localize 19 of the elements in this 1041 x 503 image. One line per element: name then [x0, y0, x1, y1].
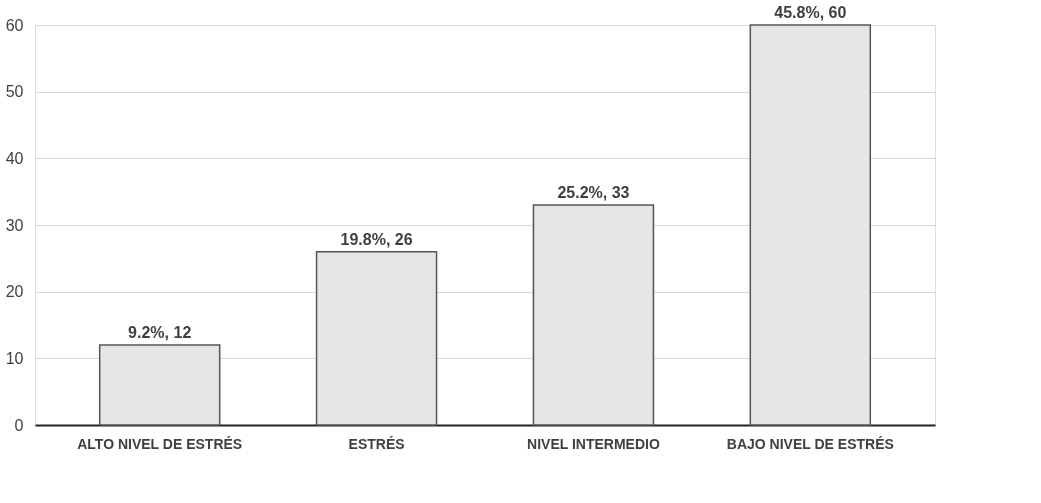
y-tick-label: 0 — [14, 416, 24, 434]
bar — [749, 24, 872, 426]
bar — [98, 344, 221, 426]
data-label: 19.8%, 26 — [340, 230, 413, 248]
x-tick-label: NIVEL INTERMEDIO — [527, 435, 660, 452]
y-tick-label: 30 — [5, 216, 24, 234]
data-label: 25.2%, 33 — [557, 184, 630, 201]
data-label: 45.8%, 60 — [774, 4, 847, 21]
y-tick-label: 40 — [5, 149, 24, 167]
y-tick-label: 50 — [5, 83, 24, 101]
y-tick-label: 10 — [5, 349, 24, 367]
x-tick-label: BAJO NIVEL DE ESTRÉS — [726, 435, 894, 452]
x-tick-label: ALTO NIVEL DE ESTRÉS — [77, 435, 243, 452]
y-tick-label: 20 — [5, 283, 24, 301]
bar — [315, 250, 438, 426]
x-tick-label: ESTRÉS — [348, 435, 405, 452]
y-tick-label: 60 — [5, 16, 24, 34]
data-label: 9.2%, 12 — [128, 324, 192, 341]
bar — [532, 204, 655, 426]
